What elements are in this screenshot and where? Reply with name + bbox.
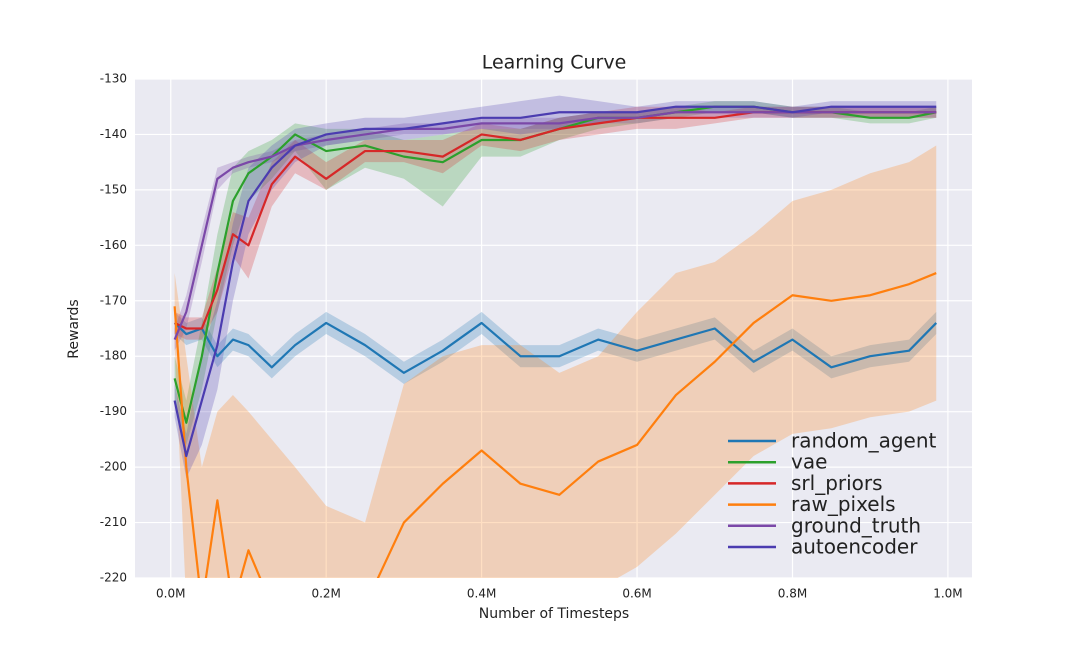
series-line	[173, 272, 937, 578]
legend-label: srl_priors	[791, 471, 883, 495]
x-tick-label: 1.0M	[933, 587, 962, 601]
y-tick-label: -170	[100, 293, 127, 307]
x-tick-label: 0.4M	[467, 587, 496, 601]
y-axis-label: Rewards	[66, 299, 82, 358]
legend-label: random_agent	[791, 429, 937, 453]
legend-label: ground_truth	[791, 513, 921, 537]
x-axis-label: Number of Timesteps	[479, 606, 629, 622]
error-band	[174, 145, 937, 578]
chart-title: Learning Curve	[482, 52, 627, 74]
x-tick-label: 0.0M	[156, 587, 185, 601]
legend-label: vae	[791, 450, 827, 474]
y-tick-label: -150	[100, 182, 127, 196]
y-tick-label: -220	[100, 571, 127, 585]
x-tick-label: 0.2M	[311, 587, 340, 601]
legend-label: autoencoder	[791, 535, 918, 559]
series-line	[173, 321, 938, 374]
legend-label: raw_pixels	[791, 492, 896, 516]
y-tick-label: -130	[100, 72, 127, 86]
y-tick-label: -190	[100, 404, 127, 418]
y-tick-label: -210	[100, 515, 127, 529]
y-tick-label: -160	[100, 238, 127, 252]
series-line	[173, 105, 937, 458]
y-tick-label: -140	[100, 127, 127, 141]
x-tick-label: 0.6M	[622, 587, 651, 601]
plot-area	[135, 79, 972, 578]
error-band	[174, 311, 937, 384]
y-tick-label: -200	[100, 460, 127, 474]
x-tick-label: 0.8M	[778, 587, 807, 601]
y-tick-label: -180	[100, 349, 127, 363]
